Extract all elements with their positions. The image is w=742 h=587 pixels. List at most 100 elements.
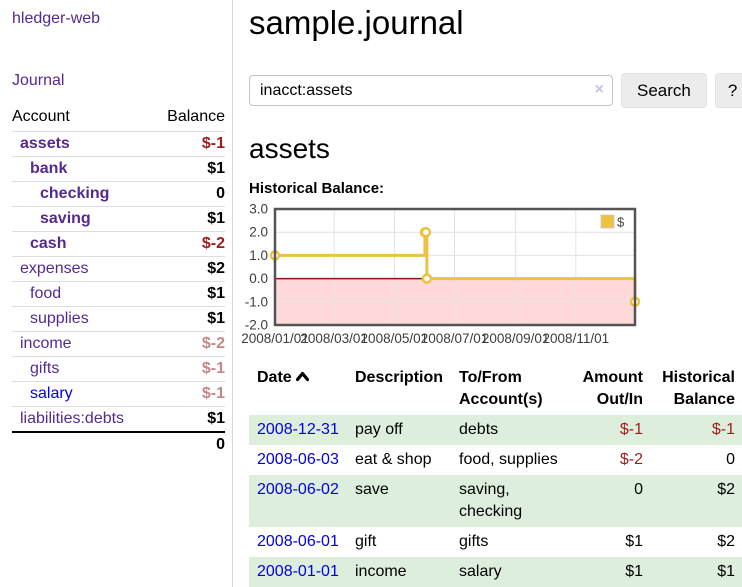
- account-cell: saving: [12, 206, 153, 232]
- transaction-date-link[interactable]: 2008-01-01: [257, 563, 339, 580]
- account-link[interactable]: gifts: [30, 360, 60, 377]
- register-column-header: Amount Out/In: [569, 363, 651, 415]
- register-column-header: Description: [347, 363, 451, 415]
- transaction-date-link[interactable]: 2008-06-03: [257, 451, 339, 468]
- transaction-date-cell: 2008-06-02: [249, 475, 347, 527]
- transaction-date-link[interactable]: 2008-06-01: [257, 533, 339, 550]
- account-link[interactable]: income: [20, 335, 72, 352]
- account-row: expenses $2: [12, 256, 225, 282]
- search-input[interactable]: [249, 75, 613, 106]
- account-balance: 0: [152, 181, 225, 207]
- transaction-date-cell: 2008-06-03: [249, 445, 347, 475]
- register-column-header: Date: [249, 363, 347, 415]
- account-link[interactable]: food: [30, 285, 62, 302]
- account-balance: $1: [152, 406, 225, 432]
- accounts-total-row: 0: [12, 431, 225, 457]
- sidebar: hledger-web Journal Account Balance asse…: [0, 0, 233, 587]
- account-cell: supplies: [12, 306, 153, 332]
- app-brand-link[interactable]: hledger-web: [12, 10, 101, 27]
- account-link[interactable]: bank: [30, 160, 68, 177]
- svg-text:2008/09/01: 2008/09/01: [482, 331, 550, 346]
- account-link[interactable]: cash: [30, 235, 67, 252]
- account-heading: assets: [249, 133, 330, 164]
- account-balance: $2: [152, 256, 225, 282]
- account-row: bank $1: [12, 156, 225, 182]
- transaction-amount: $1: [625, 533, 643, 550]
- account-row: food $1: [12, 281, 225, 307]
- transaction-row: 2008-06-03 eat & shop food, supplies $-2 0: [249, 445, 742, 475]
- svg-text:2008/01/01: 2008/01/01: [241, 331, 309, 346]
- account-row: saving $1: [12, 206, 225, 232]
- transaction-balance: $1: [717, 563, 735, 580]
- nav-journal-link[interactable]: Journal: [12, 72, 65, 89]
- chart-label: Historical Balance:: [249, 180, 385, 197]
- account-balance: $-1: [152, 356, 225, 382]
- svg-text:-1.0: -1.0: [245, 294, 268, 309]
- account-balance: $-1: [152, 381, 225, 407]
- transaction-date-cell: 2008-01-01: [249, 557, 347, 587]
- transaction-row: 2008-01-01 income salary $1 $1: [249, 557, 742, 587]
- account-link[interactable]: checking: [40, 185, 110, 202]
- transaction-accounts: debts: [459, 421, 499, 438]
- accounts-header-row: Account Balance: [12, 106, 225, 132]
- transaction-amount: 0: [634, 481, 643, 498]
- transaction-description: save: [355, 481, 389, 498]
- svg-text:2008/07/01: 2008/07/01: [421, 331, 489, 346]
- account-link[interactable]: salary: [30, 385, 73, 402]
- account-link[interactable]: assets: [20, 135, 70, 152]
- transaction-amount: $-2: [619, 451, 643, 468]
- transaction-row: 2008-12-31 pay off debts $-1 $-1: [249, 415, 742, 445]
- transaction-description: gift: [355, 533, 377, 550]
- account-link[interactable]: saving: [40, 210, 91, 227]
- transaction-amount: $1: [625, 563, 643, 580]
- transaction-accounts: salary: [459, 563, 502, 580]
- transaction-accounts: saving, checking: [459, 481, 523, 520]
- account-cell: liabilities:debts: [12, 406, 153, 432]
- svg-text:1.0: 1.0: [249, 248, 268, 263]
- clear-search-icon[interactable]: ×: [594, 81, 604, 98]
- transaction-accounts: gifts: [459, 533, 489, 550]
- account-cell: gifts: [12, 356, 153, 382]
- accounts-total-value: 0: [152, 431, 225, 457]
- register-column-header: Historical Balance: [651, 363, 742, 415]
- search-bar: × Search ?: [249, 73, 742, 108]
- transaction-description: income: [355, 563, 407, 580]
- transaction-date-cell: 2008-06-01: [249, 527, 347, 557]
- account-cell: bank: [12, 156, 153, 182]
- transaction-balance: $2: [717, 481, 735, 498]
- transaction-date-link[interactable]: 2008-12-31: [257, 421, 339, 438]
- svg-text:$: $: [617, 215, 625, 230]
- account-row: checking 0: [12, 181, 225, 207]
- register-column-header: To/From Account(s): [451, 363, 569, 415]
- account-balance: $1: [152, 206, 225, 232]
- account-row: gifts $-1: [12, 356, 225, 382]
- help-button[interactable]: ?: [714, 73, 742, 108]
- search-button[interactable]: Search: [621, 73, 707, 108]
- account-link[interactable]: expenses: [20, 260, 89, 277]
- account-balance: $-1: [152, 131, 225, 157]
- transaction-row: 2008-06-02 save saving, checking 0 $2: [249, 475, 742, 527]
- account-cell: cash: [12, 231, 153, 257]
- account-link[interactable]: supplies: [30, 310, 89, 327]
- account-row: income $-2: [12, 331, 225, 357]
- transaction-accounts: food, supplies: [459, 451, 558, 468]
- svg-text:2008/03/01: 2008/03/01: [300, 331, 368, 346]
- transaction-date-cell: 2008-12-31: [249, 415, 347, 445]
- register-column-label: Date: [257, 369, 292, 386]
- register-column-label: Historical Balance: [662, 369, 735, 408]
- account-balance: $-2: [152, 231, 225, 257]
- svg-text:2.0: 2.0: [249, 225, 268, 240]
- historical-balance-chart[interactable]: $3.0 2.0 1.0 0.0 -1.0 -2.0 2008/01/01 2008/03/0…: [241, 202, 742, 353]
- account-cell: food: [12, 281, 153, 307]
- account-row: salary $-1: [12, 381, 225, 407]
- svg-text:3.0: 3.0: [249, 202, 268, 217]
- account-link[interactable]: liabilities:debts: [20, 410, 125, 427]
- register-header-row: Date Description To/From Account(s) Amount …: [249, 363, 742, 415]
- account-cell: income: [12, 331, 153, 357]
- transaction-date-link[interactable]: 2008-06-02: [257, 481, 339, 498]
- account-row: cash $-2: [12, 231, 225, 257]
- account-row: assets $-1: [12, 131, 225, 157]
- transaction-description: eat & shop: [355, 451, 432, 468]
- svg-text:0.0: 0.0: [249, 271, 268, 286]
